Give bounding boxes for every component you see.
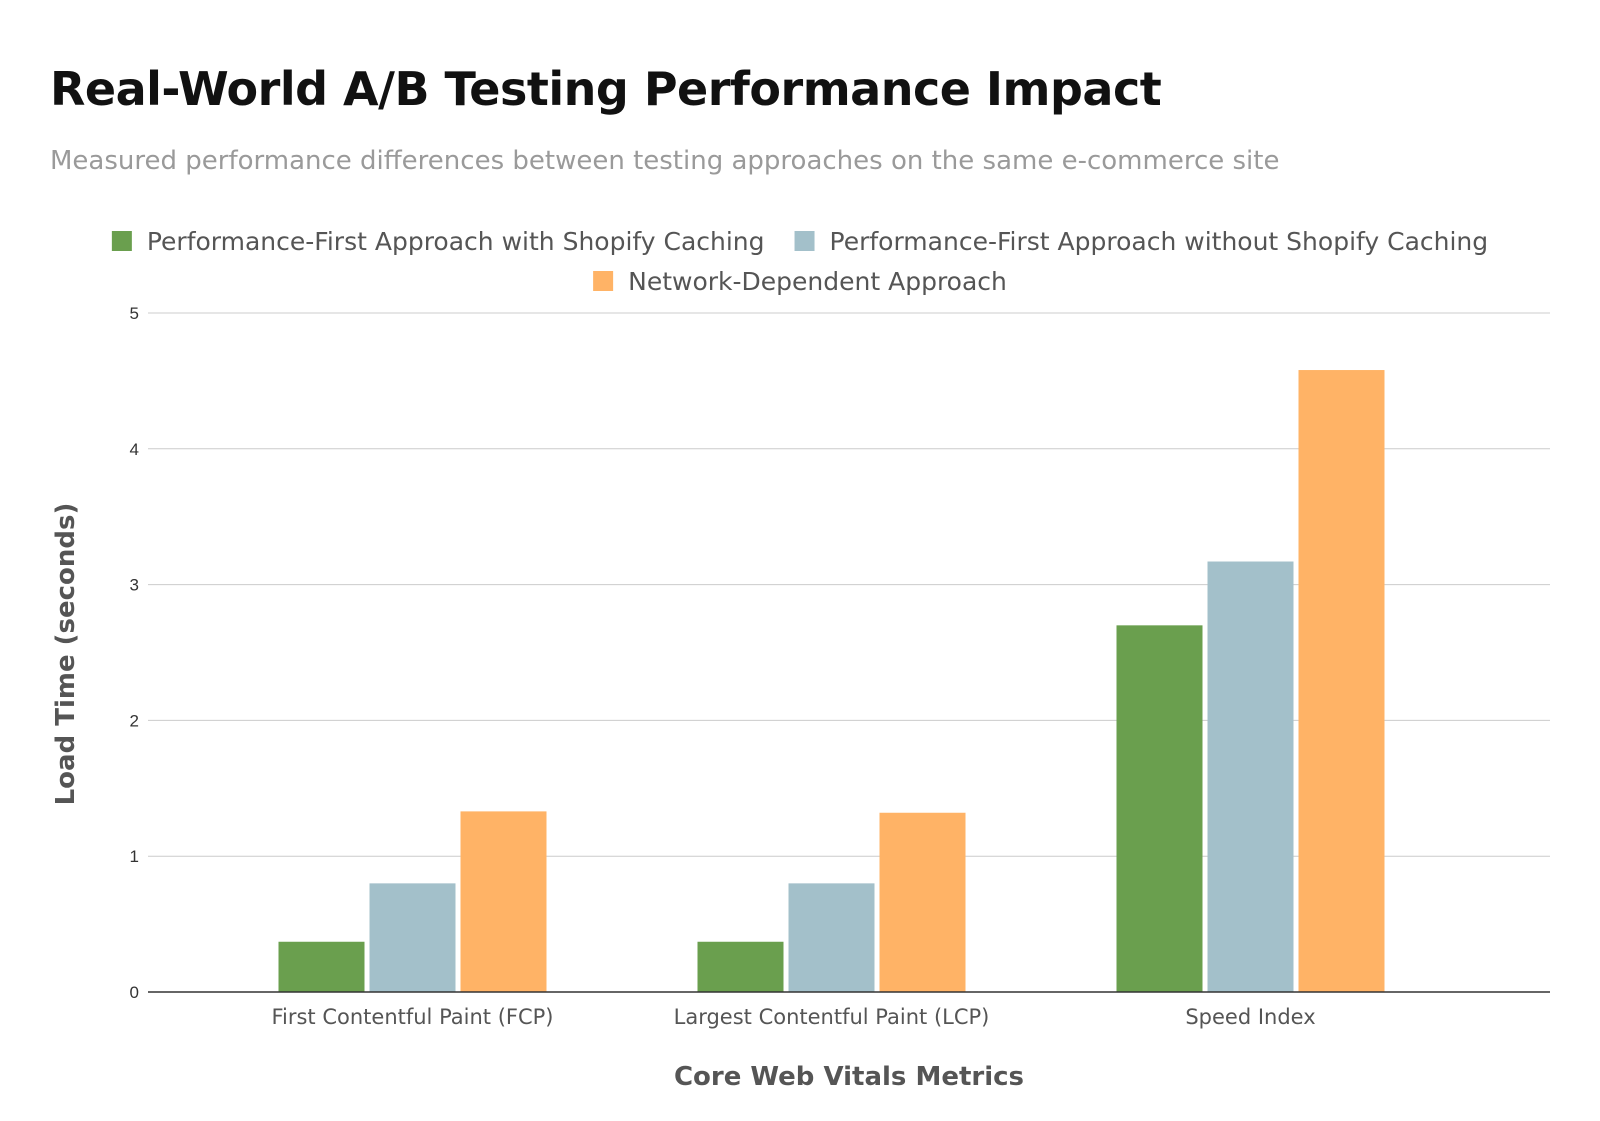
y-tick-label: 4 xyxy=(130,440,139,459)
bars xyxy=(278,370,1385,992)
bar xyxy=(369,883,456,992)
x-tick-label: Largest Contentful Paint (LCP) xyxy=(674,1005,990,1029)
y-tick-label: 5 xyxy=(130,304,139,323)
x-tick-label: First Contentful Paint (FCP) xyxy=(271,1005,553,1029)
bar xyxy=(1298,370,1385,992)
y-tick-label: 0 xyxy=(130,983,139,1002)
legend-label: Network-Dependent Approach xyxy=(628,267,1007,296)
legend-swatch xyxy=(111,231,132,251)
x-tick-label: Speed Index xyxy=(1185,1005,1315,1029)
legend-swatch xyxy=(794,231,815,251)
chart-subtitle: Measured performance differences between… xyxy=(50,146,1280,176)
y-tick-label: 2 xyxy=(130,711,139,730)
y-tick-labels: 0 1 2 3 4 5 xyxy=(130,304,139,1002)
legend-label: Performance-First Approach with Shopify … xyxy=(147,227,765,256)
y-tick-label: 1 xyxy=(130,847,139,866)
bar xyxy=(1207,561,1294,992)
bar xyxy=(697,941,784,992)
legend-label: Performance-First Approach without Shopi… xyxy=(830,227,1489,256)
legend-row: Network-Dependent Approach xyxy=(593,267,1007,296)
bar xyxy=(788,883,875,992)
x-tick-labels: First Contentful Paint (FCP) Largest Cont… xyxy=(271,1005,1315,1029)
x-axis-title: Core Web Vitals Metrics xyxy=(674,1062,1024,1092)
legend: Performance-First Approach with Shopify … xyxy=(111,227,1489,296)
y-tick-label: 3 xyxy=(130,576,139,595)
legend-row: Performance-First Approach with Shopify … xyxy=(111,227,1489,256)
bar xyxy=(460,811,547,992)
bar xyxy=(1116,625,1203,992)
chart-title: Real-World A/B Testing Performance Impac… xyxy=(50,62,1162,116)
bar xyxy=(278,941,365,992)
bar xyxy=(879,812,966,992)
y-axis-title: Load Time (seconds) xyxy=(51,503,81,806)
legend-swatch xyxy=(593,271,614,291)
